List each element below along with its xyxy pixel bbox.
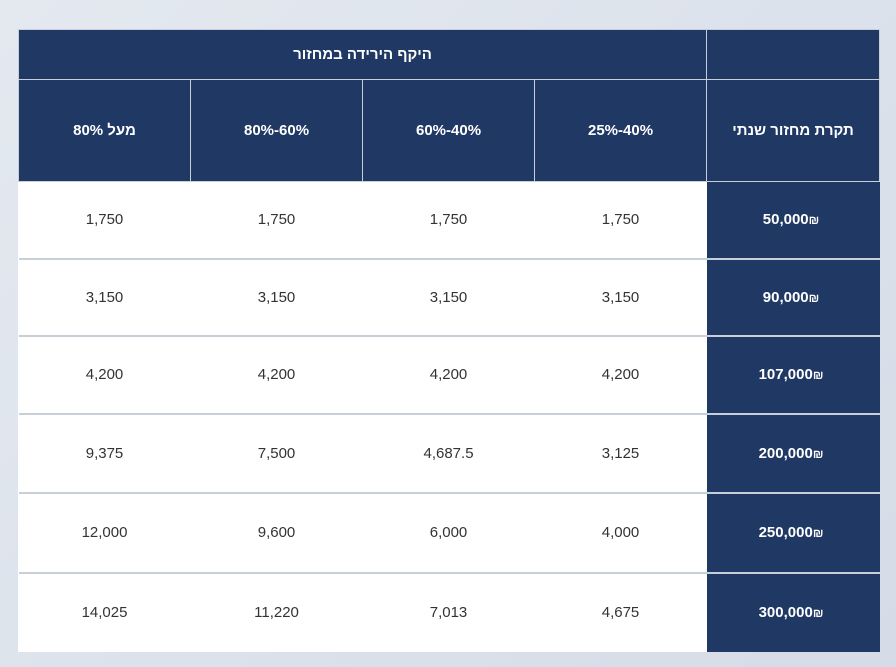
table-cell: 12,000 — [18, 492, 191, 574]
currency-symbol: ₪ — [808, 213, 820, 228]
row-label: 250,000 — [758, 524, 813, 542]
row-label-cell: 300,000₪ — [706, 572, 880, 652]
table-row: 107,000₪ 4,200 4,200 4,200 4,200 — [18, 335, 880, 415]
table-row: 50,000₪ 1,750 1,750 1,750 1,750 — [18, 181, 880, 260]
table-cell: 4,000 — [534, 492, 707, 574]
table-cell: 6,000 — [362, 492, 535, 574]
table-header-row: היקף הירידה במחזור — [17, 29, 881, 80]
table-cell: 7,013 — [362, 572, 535, 652]
row-label-cell: 90,000₪ — [706, 258, 880, 337]
table-cell: 14,025 — [18, 572, 191, 652]
table-row: 200,000₪ 3,125 4,687.5 7,500 9,375 — [18, 413, 880, 494]
currency-symbol: ₪ — [812, 446, 824, 461]
table-cell: 3,150 — [18, 258, 191, 337]
table-row: 300,000₪ 4,675 7,013 11,220 14,025 — [18, 572, 880, 652]
table-cell: 1,750 — [190, 181, 363, 260]
column-header: 40%-25% — [534, 79, 708, 182]
table-cell: 1,750 — [362, 181, 535, 260]
table-cell: 11,220 — [190, 572, 363, 652]
group-header: היקף הירידה במחזור — [17, 29, 708, 80]
table-row: 250,000₪ 4,000 6,000 9,600 12,000 — [18, 492, 880, 574]
table-cell: 4,200 — [18, 335, 191, 415]
table-cell: 4,687.5 — [362, 413, 535, 494]
row-label: 50,000 — [762, 211, 809, 229]
table-cell: 3,150 — [362, 258, 535, 337]
table-subheader-row: תקרת מחזור שנתי 40%-25% 40%-60% 60%-80% … — [17, 79, 881, 182]
row-label: 107,000 — [758, 366, 813, 384]
column-header: 60%-80% — [190, 79, 364, 182]
row-label: 200,000 — [758, 444, 813, 462]
row-label-cell: 50,000₪ — [706, 181, 880, 260]
currency-symbol: ₪ — [812, 368, 824, 383]
table-body: 50,000₪ 1,750 1,750 1,750 1,750 90,000₪ 3,150 3… — [18, 181, 880, 652]
grant-table: היקף הירידה במחזור תקרת מחזור שנתי 40%-2… — [17, 29, 881, 652]
first-column-header: תקרת מחזור שנתי — [706, 79, 881, 182]
table-cell: 4,200 — [362, 335, 535, 415]
currency-symbol: ₪ — [808, 290, 820, 305]
table-row: 90,000₪ 3,150 3,150 3,150 3,150 — [18, 258, 880, 337]
currency-symbol: ₪ — [812, 526, 824, 541]
row-label-cell: 107,000₪ — [706, 335, 880, 415]
currency-symbol: ₪ — [812, 606, 824, 621]
table-cell: 3,150 — [190, 258, 363, 337]
row-label: 90,000 — [762, 288, 809, 306]
row-label-cell: 250,000₪ — [706, 492, 880, 574]
table-cell: 7,500 — [190, 413, 363, 494]
table-cell: 3,150 — [534, 258, 707, 337]
row-label: 300,000 — [758, 604, 813, 622]
table-cell: 9,375 — [18, 413, 191, 494]
table-cell: 9,600 — [190, 492, 363, 574]
corner-header — [706, 29, 881, 80]
column-header: מעל 80% — [17, 79, 192, 182]
row-label-cell: 200,000₪ — [706, 413, 880, 494]
table-cell: 1,750 — [18, 181, 191, 260]
table-cell: 4,675 — [534, 572, 707, 652]
table-cell: 1,750 — [534, 181, 707, 260]
table-cell: 3,125 — [534, 413, 707, 494]
table-cell: 4,200 — [534, 335, 707, 415]
table-cell: 4,200 — [190, 335, 363, 415]
column-header: 40%-60% — [362, 79, 536, 182]
